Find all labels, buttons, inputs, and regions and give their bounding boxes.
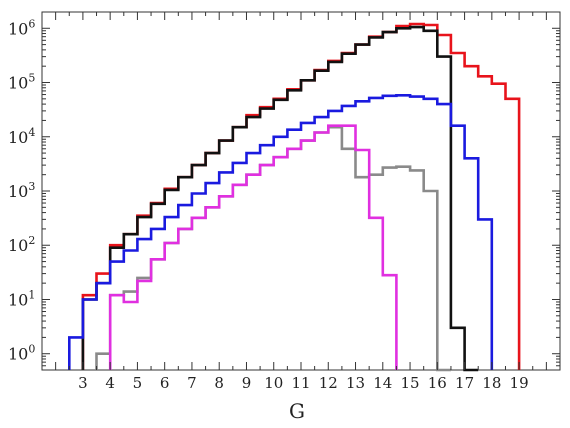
x-tick-label: 6: [160, 374, 170, 392]
y-tick-label: 102: [8, 234, 35, 255]
series-line-4: [108, 124, 398, 370]
x-tick-label: 17: [455, 374, 474, 392]
x-tick-label: 3: [78, 374, 88, 392]
y-tick-label: 105: [8, 72, 35, 93]
x-tick-label: 18: [482, 374, 501, 392]
y-tick-label: 100: [8, 343, 35, 364]
x-tick-label: 10: [264, 374, 283, 392]
y-tick-label: 101: [8, 288, 35, 309]
series-line-0: [81, 22, 521, 370]
x-tick-label: 15: [401, 374, 420, 392]
series-line-2: [68, 94, 494, 370]
x-tick-label: 19: [510, 374, 529, 392]
x-axis: 3 4 5 6 7 8 9 10 11 12 13 14 15 16 17 18 19: [41, 12, 561, 392]
y-tick-label: 106: [8, 17, 35, 38]
series-line-1: [81, 25, 479, 372]
x-tick-label: 5: [133, 374, 143, 392]
series-layer: [68, 22, 521, 372]
x-tick-label: 7: [187, 374, 197, 392]
x-tick-label: 9: [242, 374, 252, 392]
x-tick-label: 11: [291, 374, 310, 392]
y-tick-label: 103: [8, 180, 35, 201]
plot-frame: [41, 11, 561, 371]
x-axis-title: G: [289, 399, 305, 423]
plot-border: [41, 11, 561, 371]
x-tick-label: 12: [319, 374, 338, 392]
x-tick-label: 16: [428, 374, 447, 392]
y-axis: 100 101 102 103 104 105 106: [8, 17, 560, 367]
x-tick-label: 4: [105, 374, 115, 392]
x-tick-label: 13: [346, 374, 365, 392]
y-tick-label: 104: [8, 126, 35, 147]
x-tick-label: 14: [373, 374, 392, 392]
x-tick-label: 8: [214, 374, 224, 392]
